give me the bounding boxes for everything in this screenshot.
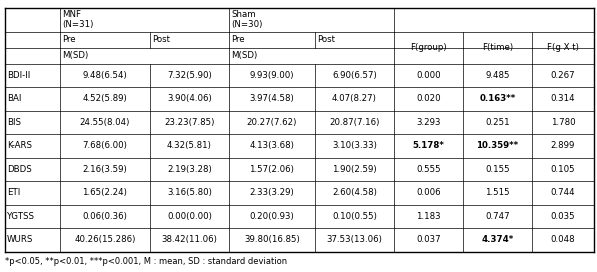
Text: 0.251: 0.251 — [485, 118, 510, 127]
Text: DBDS: DBDS — [7, 165, 32, 174]
Text: 3.97(4.58): 3.97(4.58) — [250, 94, 294, 103]
Text: BIS: BIS — [7, 118, 21, 127]
Text: M(SD): M(SD) — [231, 51, 257, 60]
Text: 0.747: 0.747 — [485, 212, 510, 221]
Text: F(group): F(group) — [410, 43, 447, 52]
Text: 7.68(6.00): 7.68(6.00) — [82, 141, 127, 150]
Text: 2.33(3.29): 2.33(3.29) — [250, 188, 294, 197]
Text: M(SD): M(SD) — [62, 51, 88, 60]
Text: 0.163**: 0.163** — [479, 94, 516, 103]
Text: 1.90(2.59): 1.90(2.59) — [332, 165, 377, 174]
Text: F(time): F(time) — [482, 43, 513, 52]
Text: 0.267: 0.267 — [550, 71, 576, 80]
Text: 20.87(7.16): 20.87(7.16) — [329, 118, 380, 127]
Text: Pre: Pre — [62, 35, 76, 45]
Text: 0.06(0.36): 0.06(0.36) — [82, 212, 127, 221]
Text: *p<0.05, **p<0.01, ***p<0.001, M : mean, SD : standard deviation: *p<0.05, **p<0.01, ***p<0.001, M : mean,… — [5, 257, 287, 266]
Text: ETI: ETI — [7, 188, 20, 197]
Text: (N=31): (N=31) — [62, 20, 94, 29]
Text: 4.07(8.27): 4.07(8.27) — [332, 94, 377, 103]
Text: K-ARS: K-ARS — [7, 141, 32, 150]
Text: 0.020: 0.020 — [416, 94, 441, 103]
Text: 40.26(15.286): 40.26(15.286) — [74, 235, 136, 244]
Text: 4.374*: 4.374* — [481, 235, 513, 244]
Text: 9.48(6.54): 9.48(6.54) — [82, 71, 127, 80]
Text: 10.359**: 10.359** — [476, 141, 519, 150]
Text: 0.048: 0.048 — [550, 235, 576, 244]
Text: 1.780: 1.780 — [550, 118, 576, 127]
Text: 4.52(5.89): 4.52(5.89) — [82, 94, 127, 103]
Text: 3.10(3.33): 3.10(3.33) — [332, 141, 377, 150]
Text: 9.93(9.00): 9.93(9.00) — [250, 71, 294, 80]
Text: 2.19(3.28): 2.19(3.28) — [167, 165, 212, 174]
Text: 0.105: 0.105 — [550, 165, 576, 174]
Text: 0.006: 0.006 — [416, 188, 441, 197]
Text: 3.16(5.80): 3.16(5.80) — [167, 188, 212, 197]
Text: 5.178*: 5.178* — [413, 141, 444, 150]
Text: BAI: BAI — [7, 94, 21, 103]
Text: 3.293: 3.293 — [416, 118, 441, 127]
Text: 20.27(7.62): 20.27(7.62) — [247, 118, 297, 127]
Text: 1.183: 1.183 — [416, 212, 441, 221]
Text: 3.90(4.06): 3.90(4.06) — [167, 94, 212, 103]
Text: 4.32(5.81): 4.32(5.81) — [167, 141, 212, 150]
Text: 0.10(0.55): 0.10(0.55) — [332, 212, 377, 221]
Text: 0.037: 0.037 — [416, 235, 441, 244]
Text: (N=30): (N=30) — [231, 20, 263, 29]
Text: 0.555: 0.555 — [416, 165, 441, 174]
Text: 2.60(4.58): 2.60(4.58) — [332, 188, 377, 197]
Text: 2.16(3.59): 2.16(3.59) — [82, 165, 127, 174]
Text: 0.035: 0.035 — [550, 212, 576, 221]
Text: 9.485: 9.485 — [485, 71, 510, 80]
Text: 24.55(8.04): 24.55(8.04) — [79, 118, 130, 127]
Text: 1.515: 1.515 — [485, 188, 510, 197]
Text: WURS: WURS — [7, 235, 33, 244]
Text: F(g X t): F(g X t) — [547, 43, 579, 52]
Text: 38.42(11.06): 38.42(11.06) — [162, 235, 217, 244]
Text: 0.20(0.93): 0.20(0.93) — [250, 212, 294, 221]
Text: 2.899: 2.899 — [551, 141, 575, 150]
Text: Sham: Sham — [231, 10, 256, 19]
Text: 1.57(2.06): 1.57(2.06) — [250, 165, 294, 174]
Text: 39.80(16.85): 39.80(16.85) — [244, 235, 300, 244]
Text: 1.65(2.24): 1.65(2.24) — [82, 188, 127, 197]
Text: 0.155: 0.155 — [485, 165, 510, 174]
Text: YGTSS: YGTSS — [7, 212, 35, 221]
Text: Post: Post — [317, 35, 336, 45]
Text: BDI-II: BDI-II — [7, 71, 30, 80]
Text: 37.53(13.06): 37.53(13.06) — [327, 235, 382, 244]
Text: 4.13(3.68): 4.13(3.68) — [250, 141, 294, 150]
Text: Post: Post — [152, 35, 170, 45]
Text: 0.314: 0.314 — [550, 94, 576, 103]
Text: Pre: Pre — [231, 35, 245, 45]
Text: 6.90(6.57): 6.90(6.57) — [332, 71, 377, 80]
Text: 23.23(7.85): 23.23(7.85) — [164, 118, 215, 127]
Text: 0.744: 0.744 — [550, 188, 576, 197]
Text: MNF: MNF — [62, 10, 81, 19]
Text: 7.32(5.90): 7.32(5.90) — [167, 71, 212, 80]
Text: 0.00(0.00): 0.00(0.00) — [167, 212, 212, 221]
Text: 0.000: 0.000 — [416, 71, 441, 80]
